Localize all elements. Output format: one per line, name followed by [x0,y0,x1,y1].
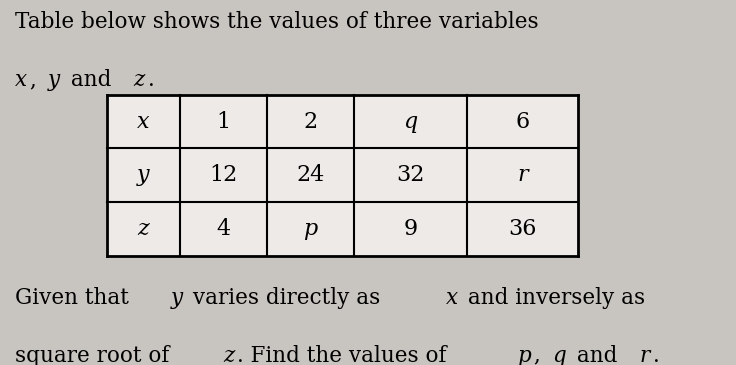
Text: square root of: square root of [15,345,176,365]
Text: z: z [134,69,145,91]
Text: x: x [446,287,458,308]
Text: .: . [148,69,155,91]
Text: 2: 2 [303,111,317,132]
Text: y: y [171,287,183,308]
Text: and: and [63,69,118,91]
Text: 32: 32 [397,164,425,186]
Text: .: . [653,345,659,365]
Text: r: r [517,164,528,186]
Text: 6: 6 [515,111,529,132]
Text: ,: , [30,69,44,91]
Text: varies directly as: varies directly as [186,287,387,308]
Text: 9: 9 [403,218,417,240]
Text: z: z [223,345,234,365]
Text: 12: 12 [209,164,238,186]
Text: z: z [138,218,149,240]
Bar [107,95,578,256]
Text: and inversely as: and inversely as [461,287,645,308]
Text: 36: 36 [509,218,537,240]
Text: 1: 1 [216,111,230,132]
Text: Table below shows the values of three variables: Table below shows the values of three va… [15,11,538,33]
Text: Given that: Given that [15,287,135,308]
Text: y: y [48,69,60,91]
Text: ,: , [534,345,548,365]
Text: x: x [15,69,26,91]
Text: x: x [137,111,149,132]
Text: q: q [403,111,417,132]
Text: y: y [137,164,149,186]
Text: q: q [552,345,566,365]
Text: . Find the values of: . Find the values of [238,345,454,365]
Text: r: r [640,345,650,365]
Text: and: and [570,345,624,365]
Text: 4: 4 [216,218,230,240]
Text: 24: 24 [297,164,325,186]
Text: p: p [303,218,317,240]
Text: p: p [517,345,531,365]
